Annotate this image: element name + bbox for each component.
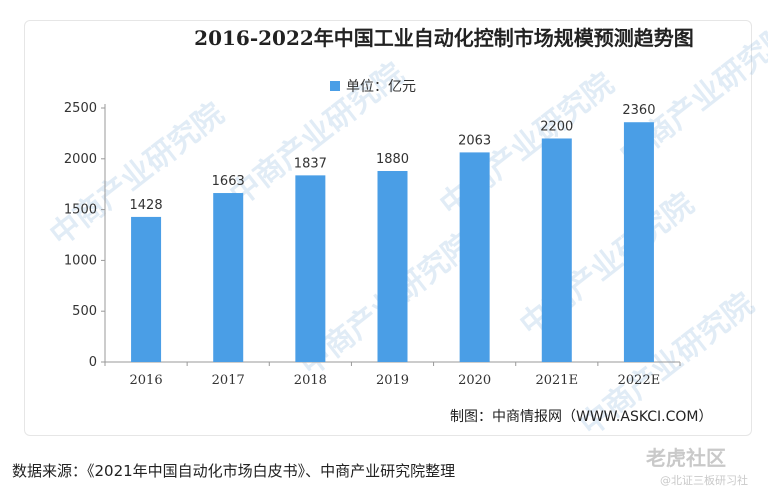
data-label: 1428: [130, 198, 163, 213]
y-tick-label: 1500: [64, 203, 97, 218]
bar: [213, 193, 244, 362]
logo-subtext: @北证三板研习社: [660, 474, 748, 487]
legend: 单位：亿元: [330, 76, 416, 96]
bar: [295, 175, 326, 362]
data-label: 2200: [540, 119, 573, 134]
x-tick-label: 2022E: [618, 373, 661, 388]
bar: [131, 216, 162, 362]
logo-text: 老虎社区: [646, 446, 726, 470]
data-source-note: 数据来源：《2021年中国自动化市场白皮书》、中商产业研究院整理: [12, 462, 456, 480]
y-tick-label: 0: [89, 355, 97, 370]
bar: [541, 138, 572, 362]
chart-credit: 制图：中商情报网（WWW.ASKCI.COM）: [450, 409, 713, 425]
bar: [623, 122, 654, 362]
x-tick-label: 2020: [458, 373, 491, 388]
site-logo: 老虎社区: [646, 442, 726, 471]
y-tick-label: 1000: [64, 253, 97, 268]
x-tick-label: 2016: [130, 373, 163, 388]
data-label: 1837: [294, 156, 327, 171]
legend-label: 单位：亿元: [346, 79, 416, 95]
y-tick-label: 2500: [64, 101, 97, 116]
bar: [459, 152, 490, 362]
x-tick-label: 2021E: [535, 373, 578, 388]
bar: [377, 170, 408, 362]
x-tick-label: 2017: [212, 373, 245, 388]
x-tick-label: 2018: [294, 373, 327, 388]
x-tick-label: 2019: [376, 373, 409, 388]
data-label: 2063: [458, 133, 491, 148]
legend-swatch: [330, 81, 340, 91]
data-label: 1880: [376, 152, 409, 167]
chart-title: 2016-2022年中国工业自动化控制市场规模预测趋势图: [194, 26, 694, 50]
data-label: 2360: [622, 103, 655, 118]
data-label: 1663: [212, 174, 245, 189]
y-tick-label: 500: [72, 304, 97, 319]
y-tick-label: 2000: [64, 152, 97, 167]
